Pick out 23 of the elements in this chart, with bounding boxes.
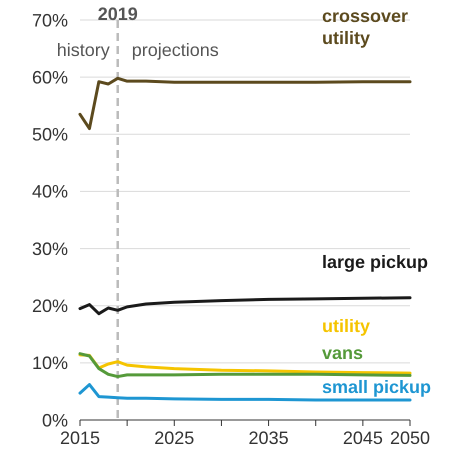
ref-line-label: 2019 [98,4,138,24]
series-label: vans [322,343,364,363]
annotation: projections [132,40,219,60]
y-tick-label: 40% [32,182,68,202]
series-label: small pickup [322,377,432,397]
y-tick-label: 50% [32,124,68,145]
y-tick-label: 10% [32,353,68,374]
y-tick-label: 60% [32,67,68,88]
series-label: large pickup [322,252,428,272]
line-series [78,76,412,130]
x-tick-label: 2045 [342,428,383,448]
x-tick-label: 2025 [154,428,194,448]
x-tick-label: 2015 [60,428,100,448]
x-tick-label: 2050 [390,428,430,448]
series-label: crossover utility [322,6,408,48]
y-tick-label: 0% [42,410,68,430]
x-tick-label: 2035 [248,428,289,448]
y-tick-label: 20% [32,296,68,316]
y-tick-label: 30% [32,238,68,259]
annotation: history [56,40,110,60]
y-tick-label: 70% [32,10,68,30]
line-series [78,296,412,316]
text: utility [322,316,370,336]
